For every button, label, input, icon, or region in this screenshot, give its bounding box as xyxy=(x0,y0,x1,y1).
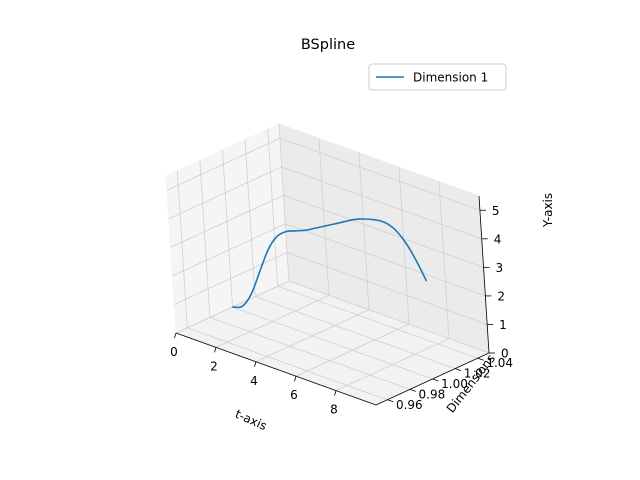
grid-line-y-floor xyxy=(209,317,411,390)
grid-line-z-side xyxy=(170,195,284,248)
grid-line-z-side xyxy=(172,223,286,277)
y-tick-label: 1.04 xyxy=(486,356,513,370)
y-tick xyxy=(432,378,439,382)
series-layer xyxy=(231,218,427,309)
legend-label: Dimension 1 xyxy=(413,71,488,85)
grid-line-x-back xyxy=(318,138,330,296)
chart-title: BSpline xyxy=(301,37,355,53)
x-tick xyxy=(294,376,297,382)
grid-line-z-side xyxy=(174,252,288,305)
grid-line-y-side xyxy=(244,139,256,297)
grid-line-x-back xyxy=(398,167,410,325)
x-tick xyxy=(254,361,257,367)
x-tick-label: 4 xyxy=(250,374,258,388)
y-tick-label: 1.00 xyxy=(441,377,468,391)
grid-line-y-floor xyxy=(277,285,478,359)
grid-line-y-floor xyxy=(232,306,433,380)
z-tick-label: 0 xyxy=(501,347,509,361)
grid-line-y-side xyxy=(176,170,188,328)
z-tick-label: 3 xyxy=(496,261,504,275)
x-tick-label: 0 xyxy=(170,345,178,359)
x-tick xyxy=(214,347,217,353)
grid-line-z-back xyxy=(285,223,486,297)
z-tick-label: 5 xyxy=(492,204,500,218)
grid-line-z-side xyxy=(166,137,281,191)
z-tick-label: 4 xyxy=(494,232,502,246)
z-tick-label: 1 xyxy=(499,318,507,332)
x-tick xyxy=(334,390,337,396)
y-tick xyxy=(409,389,417,392)
x-tick xyxy=(174,332,177,339)
grid-line-x-back xyxy=(438,181,450,339)
grid-line-z-back xyxy=(281,166,482,240)
grid-line-y-side xyxy=(222,149,233,308)
grid-line-y-side xyxy=(199,160,211,318)
grid-line-x-back xyxy=(358,152,370,310)
y-tick-label: 0.98 xyxy=(419,387,446,401)
z-tick-label: 2 xyxy=(497,289,505,303)
y-tick xyxy=(387,399,394,403)
y-tick-label: 0.96 xyxy=(396,398,423,412)
z-axis-line xyxy=(478,195,490,354)
legend: Dimension 1 xyxy=(368,63,507,91)
grid-line-z-back xyxy=(279,137,481,211)
grid-line-x-back xyxy=(278,123,290,282)
z-axis-label: Y-axis xyxy=(541,193,555,228)
grid-line-y-floor xyxy=(254,296,456,369)
grid-line-z-back xyxy=(287,252,488,325)
y-tick-label: 1.02 xyxy=(464,367,491,381)
x-tick-label: 8 xyxy=(330,403,338,417)
x-tick-label: 2 xyxy=(210,359,218,373)
grid-line-y-side xyxy=(267,129,279,287)
legend-box xyxy=(368,63,507,91)
x-axis-label: t-axis xyxy=(233,407,269,433)
y-tick xyxy=(477,357,484,361)
grid-line-z-back xyxy=(288,280,490,354)
series-line-dimension-1 xyxy=(231,218,427,309)
grid-line-z-back xyxy=(283,194,484,268)
x-tick-label: 6 xyxy=(290,388,298,402)
y-tick xyxy=(454,368,462,371)
grid-lines xyxy=(166,123,490,401)
grid-line-y-floor xyxy=(187,327,388,401)
x-axis-line xyxy=(175,332,377,406)
grid-line-z-side xyxy=(168,166,282,220)
